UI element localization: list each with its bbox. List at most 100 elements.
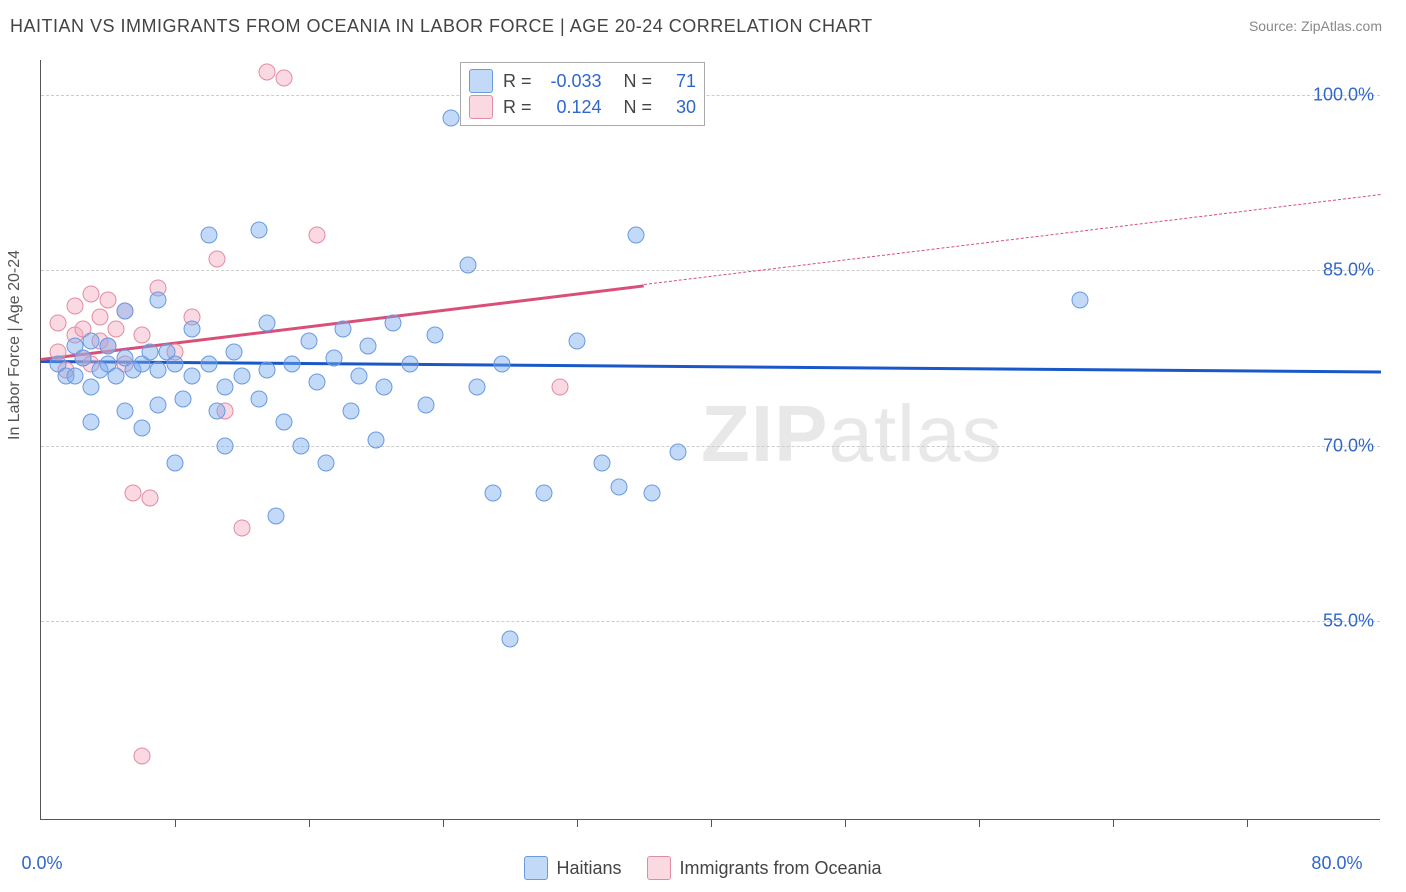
legend-swatch: [647, 856, 671, 880]
data-point-series-a: [108, 367, 125, 384]
data-point-series-a: [150, 396, 167, 413]
data-point-series-a: [569, 332, 586, 349]
data-point-series-a: [468, 379, 485, 396]
x-tick-mark: [309, 819, 310, 827]
data-point-series-a: [284, 356, 301, 373]
x-tick-mark: [979, 819, 980, 827]
data-point-series-a: [443, 110, 460, 127]
data-point-series-b: [234, 519, 251, 536]
gridline-horizontal: [41, 270, 1380, 271]
data-point-series-b: [66, 297, 83, 314]
data-point-series-b: [91, 309, 108, 326]
data-point-series-b: [259, 63, 276, 80]
data-point-series-b: [552, 379, 569, 396]
x-tick-mark: [577, 819, 578, 827]
legend-row: R =0.124N =30: [469, 95, 696, 119]
scatter-plot: ZIPatlas 55.0% 70.0% 85.0% 100.0%: [40, 60, 1380, 820]
x-tick-mark: [845, 819, 846, 827]
data-point-series-a: [83, 379, 100, 396]
data-point-series-b: [208, 250, 225, 267]
data-point-series-b: [100, 291, 117, 308]
data-point-series-a: [317, 455, 334, 472]
data-point-series-b: [125, 484, 142, 501]
data-point-series-a: [401, 356, 418, 373]
data-point-series-b: [275, 69, 292, 86]
data-point-series-a: [183, 320, 200, 337]
data-point-series-a: [150, 291, 167, 308]
y-tick-label: 55.0%: [1323, 611, 1374, 632]
data-point-series-a: [426, 326, 443, 343]
x-tick-mark: [1113, 819, 1114, 827]
data-point-series-a: [535, 484, 552, 501]
chart-title: HAITIAN VS IMMIGRANTS FROM OCEANIA IN LA…: [10, 16, 873, 36]
data-point-series-a: [116, 303, 133, 320]
correlation-legend: R =-0.033N =71R =0.124N =30: [460, 62, 705, 126]
data-point-series-a: [275, 414, 292, 431]
y-axis-title: In Labor Force | Age 20-24: [6, 250, 24, 440]
legend-swatch: [469, 95, 493, 119]
data-point-series-a: [83, 414, 100, 431]
legend-label: Haitians: [556, 858, 621, 879]
data-point-series-a: [133, 420, 150, 437]
data-point-series-a: [267, 508, 284, 525]
data-point-series-a: [485, 484, 502, 501]
data-point-series-a: [418, 396, 435, 413]
x-tick-mark: [1247, 819, 1248, 827]
watermark: ZIPatlas: [701, 388, 1002, 480]
data-point-series-a: [259, 361, 276, 378]
data-point-series-b: [133, 326, 150, 343]
x-tick-mark: [175, 819, 176, 827]
data-point-series-b: [133, 747, 150, 764]
data-point-series-a: [627, 227, 644, 244]
data-point-series-a: [502, 630, 519, 647]
data-point-series-a: [100, 338, 117, 355]
data-point-series-a: [250, 221, 267, 238]
gridline-horizontal: [41, 446, 1380, 447]
data-point-series-a: [225, 344, 242, 361]
data-point-series-a: [234, 367, 251, 384]
x-axis-max-label: 80.0%: [1311, 853, 1362, 874]
data-point-series-b: [108, 320, 125, 337]
data-point-series-a: [217, 379, 234, 396]
data-point-series-a: [644, 484, 661, 501]
legend-label: Immigrants from Oceania: [679, 858, 881, 879]
data-point-series-b: [309, 227, 326, 244]
legend-swatch: [469, 69, 493, 93]
y-tick-label: 85.0%: [1323, 260, 1374, 281]
source-attribution: Source: ZipAtlas.com: [1249, 18, 1382, 34]
data-point-series-a: [368, 432, 385, 449]
data-point-series-a: [150, 361, 167, 378]
y-tick-label: 100.0%: [1313, 85, 1374, 106]
data-point-series-a: [66, 367, 83, 384]
legend-swatch: [524, 856, 548, 880]
data-point-series-a: [359, 338, 376, 355]
data-point-series-a: [167, 356, 184, 373]
data-point-series-a: [74, 350, 91, 367]
y-tick-label: 70.0%: [1323, 435, 1374, 456]
data-point-series-a: [183, 367, 200, 384]
data-point-series-a: [460, 256, 477, 273]
data-point-series-a: [208, 402, 225, 419]
x-tick-mark: [711, 819, 712, 827]
data-point-series-a: [200, 227, 217, 244]
gridline-horizontal: [41, 95, 1380, 96]
data-point-series-a: [309, 373, 326, 390]
data-point-series-a: [610, 478, 627, 495]
data-point-series-a: [342, 402, 359, 419]
trendline-extrapolated: [644, 194, 1381, 285]
data-point-series-a: [141, 344, 158, 361]
data-point-series-a: [1071, 291, 1088, 308]
data-point-series-b: [141, 490, 158, 507]
data-point-series-a: [250, 391, 267, 408]
data-point-series-b: [83, 285, 100, 302]
x-axis-min-label: 0.0%: [21, 853, 62, 874]
data-point-series-a: [351, 367, 368, 384]
legend-row: R =-0.033N =71: [469, 69, 696, 93]
data-point-series-a: [292, 437, 309, 454]
data-point-series-b: [49, 315, 66, 332]
data-point-series-a: [301, 332, 318, 349]
data-point-series-a: [384, 315, 401, 332]
data-point-series-a: [167, 455, 184, 472]
data-point-series-a: [83, 332, 100, 349]
data-point-series-a: [217, 437, 234, 454]
